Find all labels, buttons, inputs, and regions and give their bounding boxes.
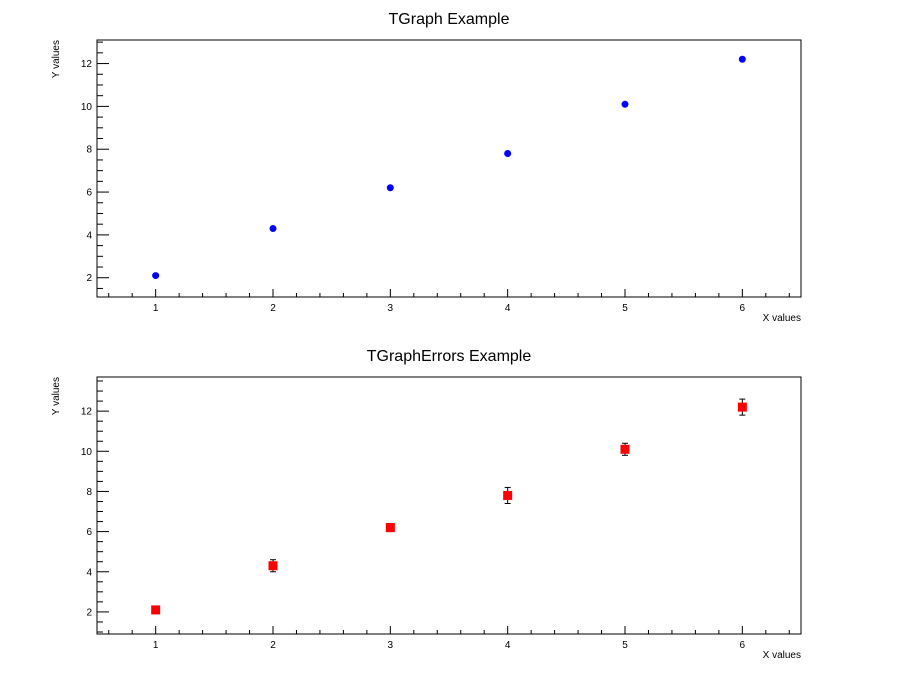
- x-tick-label: 3: [388, 303, 394, 314]
- y-tick-label: 2: [86, 607, 92, 618]
- y-tick-label: 6: [86, 188, 92, 199]
- x-tick-label: 2: [270, 303, 276, 314]
- data-point: [385, 523, 395, 533]
- y-tick-label: 2: [86, 273, 92, 284]
- y-axis-label: Y values: [51, 377, 62, 415]
- data-point: [504, 150, 512, 158]
- y-tick-label: 12: [81, 407, 93, 418]
- x-tick-label: 2: [270, 640, 276, 651]
- plot-frame: [96, 39, 802, 298]
- x-tick-label: 5: [622, 303, 628, 314]
- x-tick-label: 1: [153, 303, 159, 314]
- data-point: [269, 224, 277, 232]
- y-axis-label: Y values: [51, 40, 62, 78]
- x-axis: 1 2 3 4 5 6: [108, 289, 790, 314]
- data-point: [151, 605, 161, 615]
- x-axis-label: X values: [763, 650, 801, 661]
- data-point: [621, 100, 629, 108]
- x-tick-label: 6: [740, 303, 746, 314]
- y-tick-label: 12: [81, 59, 93, 70]
- y-tick-label: 4: [86, 230, 92, 241]
- y-tick-label: 10: [81, 102, 93, 113]
- chart-title: TGraph Example: [389, 11, 510, 28]
- y-tick-label: 8: [86, 145, 92, 156]
- data-point: [620, 444, 630, 454]
- data-points: [151, 398, 747, 615]
- x-tick-label: 6: [740, 640, 746, 651]
- x-axis: 1 2 3 4 5 6: [108, 626, 790, 651]
- x-tick-label: 5: [622, 640, 628, 651]
- x-tick-label: 4: [505, 640, 511, 651]
- data-point: [737, 402, 747, 412]
- data-point: [738, 55, 746, 63]
- data-point: [503, 490, 513, 500]
- y-tick-label: 8: [86, 487, 92, 498]
- x-tick-label: 3: [388, 640, 394, 651]
- y-tick-label: 10: [81, 447, 93, 458]
- y-axis: 2 4 6 8 10 12: [81, 380, 109, 633]
- x-tick-label: 4: [505, 303, 511, 314]
- y-tick-label: 6: [86, 527, 92, 538]
- chart-title: TGraphErrors Example: [367, 348, 532, 365]
- y-axis: 2 4 6 8 10 12: [81, 41, 109, 289]
- x-tick-label: 1: [153, 640, 159, 651]
- data-points: [152, 55, 746, 280]
- plot-frame: [96, 376, 802, 635]
- data-point: [386, 184, 394, 192]
- data-point: [268, 561, 278, 571]
- y-tick-label: 4: [86, 567, 92, 578]
- data-point: [152, 272, 160, 280]
- x-axis-label: X values: [763, 313, 801, 324]
